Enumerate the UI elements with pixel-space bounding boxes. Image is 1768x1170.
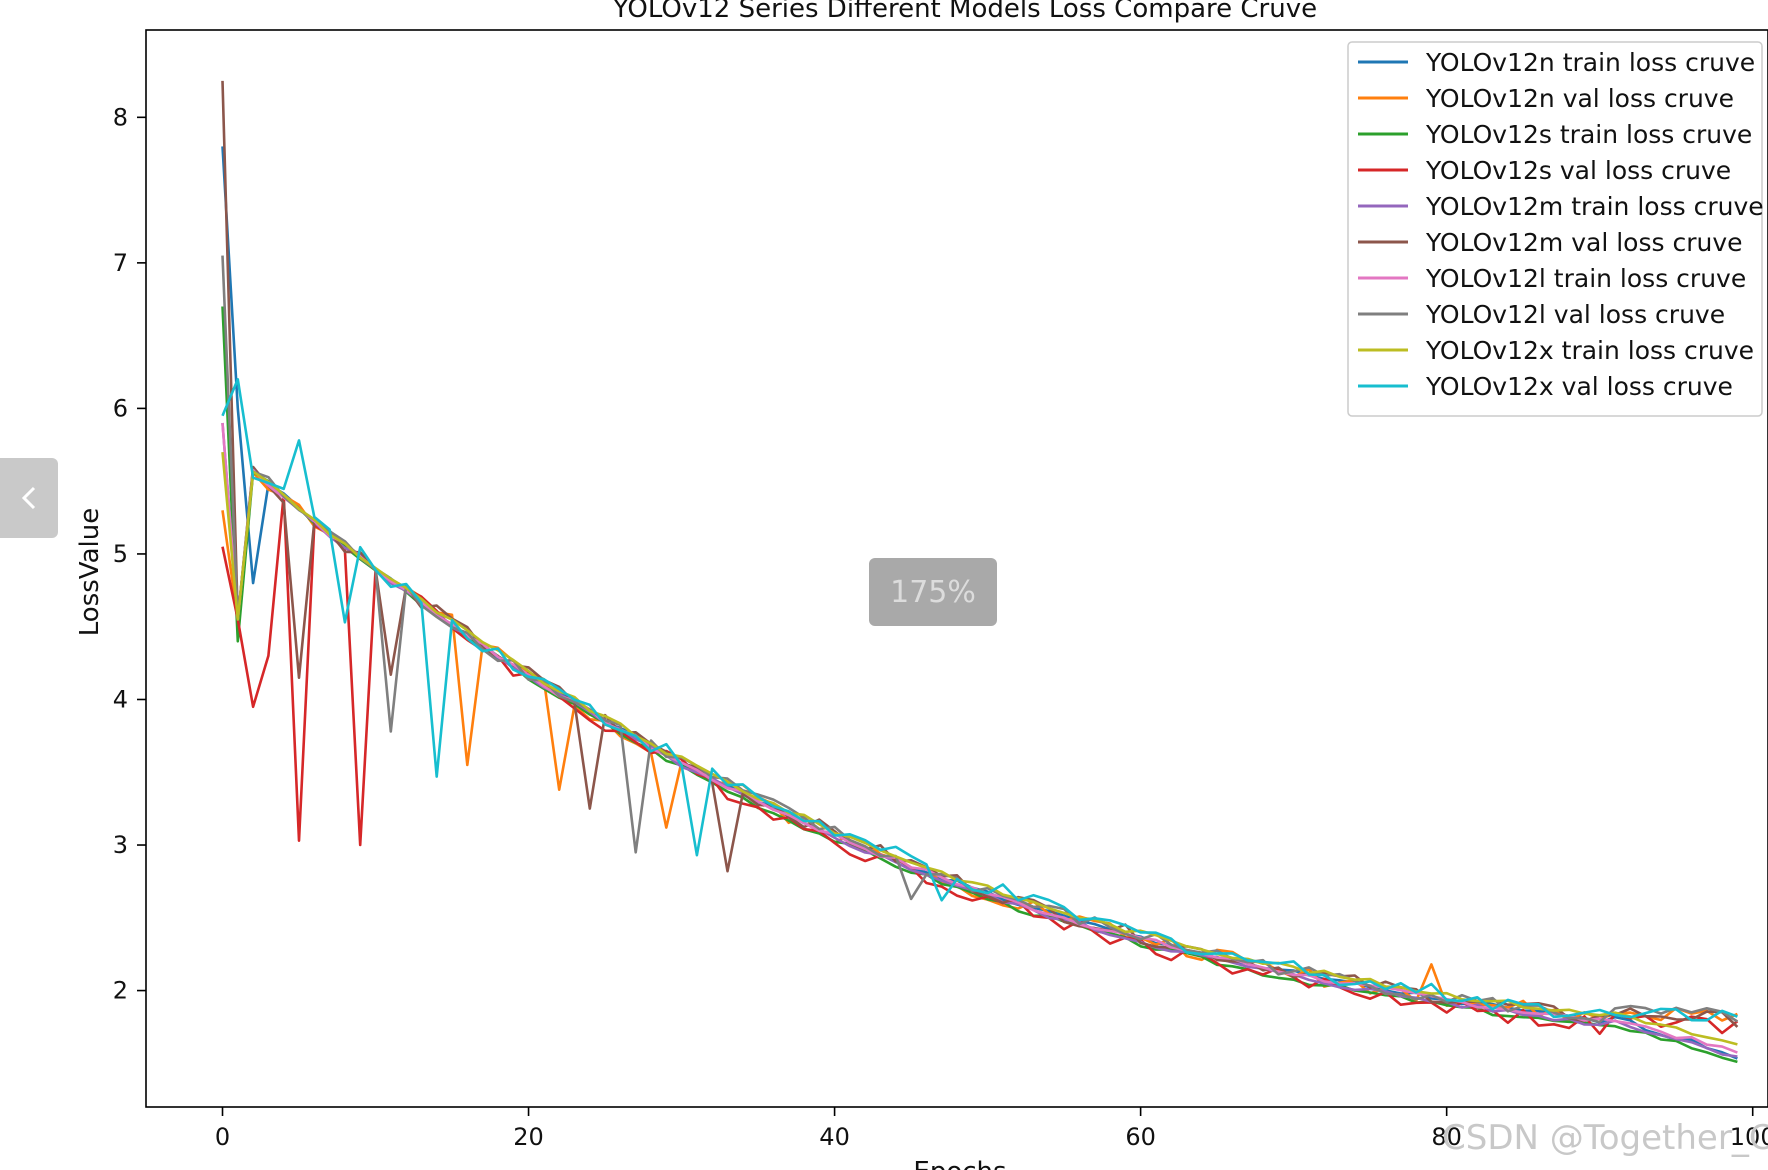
y-axis: 2 3 4 5 6 7 8 [113,103,146,1005]
x-tick-label: 20 [513,1123,544,1151]
legend-box [1347,41,1763,417]
legend-label: YOLOv12n train loss cruve [1425,48,1755,77]
legend-label: YOLOv12m train loss cruve [1425,192,1764,221]
legend-label: YOLOv12l val loss cruve [1425,300,1725,329]
legend-label: YOLOv12m val loss cruve [1425,228,1743,257]
zoom-level-badge: 175% [869,558,997,626]
chevron-left-icon [21,486,36,510]
series-line [221,255,1739,1024]
x-tick-label: 40 [819,1123,850,1151]
chart-title: YOLOv12 Series Different Models Loss Com… [612,0,1317,24]
legend: YOLOv12n train loss cruve YOLOv12n val lo… [1347,41,1764,417]
legend-label: YOLOv12l train loss cruve [1425,264,1746,293]
series-line [221,451,1738,1046]
previous-image-button[interactable] [0,458,58,538]
x-tick-label: 60 [1125,1123,1156,1151]
y-tick-label: 4 [113,685,128,713]
legend-label: YOLOv12x val loss cruve [1425,372,1733,401]
y-tick-label: 7 [113,249,128,277]
x-tick-label: 100 [1730,1123,1768,1151]
legend-label: YOLOv12s train loss cruve [1425,120,1752,149]
watermark: CSDN @Together_CZ [1442,1118,1768,1158]
legend-label: YOLOv12s val loss cruve [1425,156,1731,185]
y-tick-label: 3 [113,831,128,859]
series-group [221,80,1739,1064]
y-tick-label: 6 [113,394,128,422]
series-line [221,378,1738,1022]
y-axis-label: LossValue [75,508,105,636]
legend-label: YOLOv12x train loss cruve [1425,336,1754,365]
y-tick-label: 8 [113,103,128,131]
x-axis: 0 20 40 60 80 100 [215,1107,1768,1151]
x-tick-label: 0 [215,1123,230,1151]
y-tick-label: 2 [113,977,128,1005]
x-axis-label: Epochs [913,1157,1006,1170]
x-tick-label: 80 [1431,1123,1462,1151]
y-tick-label: 5 [113,540,128,568]
legend-label: YOLOv12n val loss cruve [1425,84,1734,113]
